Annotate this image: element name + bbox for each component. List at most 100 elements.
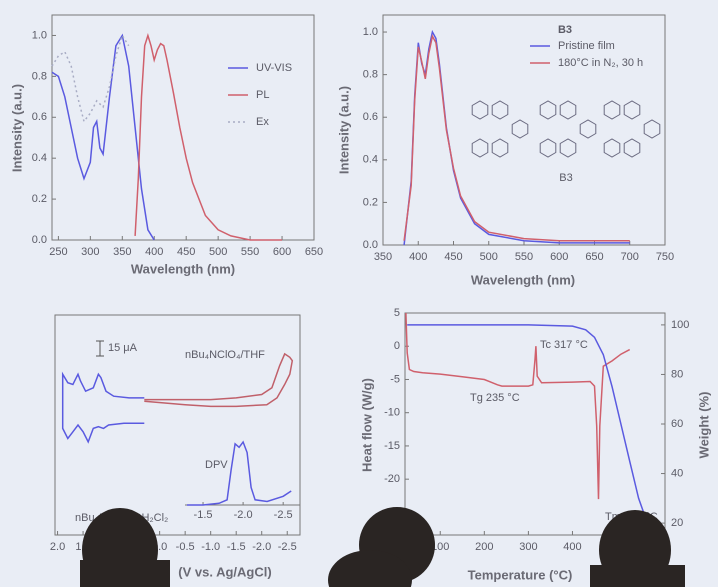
data-line xyxy=(407,324,649,524)
x-tick-label: 350 xyxy=(113,246,131,258)
x-tick-label: 500 xyxy=(480,251,498,263)
x-tick-label: 100 xyxy=(431,541,449,553)
ring xyxy=(603,100,621,120)
x-tick-label: 400 xyxy=(563,541,581,553)
scale-bar xyxy=(96,340,104,357)
annotation: DPV xyxy=(205,459,228,471)
ring xyxy=(471,138,489,158)
annotation: 15 μA xyxy=(108,342,138,354)
ring xyxy=(559,100,577,120)
legend-label: PL xyxy=(256,89,269,101)
y-tick-label: 5 xyxy=(394,307,400,319)
y-tick-label: 1.0 xyxy=(32,29,47,41)
x-tick-label: 200 xyxy=(475,541,493,553)
y2-tick-label: 20 xyxy=(671,517,683,529)
y-tick-label: 0.6 xyxy=(363,111,378,123)
y-tick-label: 0.6 xyxy=(32,111,47,123)
y-axis-label: Intensity (a.u.) xyxy=(9,84,24,172)
x-tick-label: -1.5 xyxy=(227,541,246,553)
x-tick-label: 650 xyxy=(585,251,603,263)
x-tick-label: -0.5 xyxy=(176,541,195,553)
x-tick-label: 400 xyxy=(409,251,427,263)
inset-tick-label: -1.5 xyxy=(194,509,213,521)
molecule xyxy=(471,100,661,158)
data-line xyxy=(405,312,631,500)
legend-title: B3 xyxy=(558,24,572,36)
x-tick-label: -2.0 xyxy=(252,541,271,553)
y2-axis-label: Weight (%) xyxy=(696,392,711,459)
x-tick-label: -2.5 xyxy=(278,541,297,553)
plot-frame xyxy=(51,14,315,241)
y2-tick-label: 100 xyxy=(671,319,689,331)
x-axis-label: Wavelength (nm) xyxy=(471,272,575,287)
ring xyxy=(579,119,597,139)
y-tick-label: 0.2 xyxy=(32,193,47,205)
y-tick-label: 0.8 xyxy=(363,69,378,81)
y-tick-label: 0.0 xyxy=(32,234,47,246)
y-axis-label: Heat flow (W/g) xyxy=(359,378,374,472)
ring xyxy=(539,100,557,120)
x-tick-label: 300 xyxy=(81,246,99,258)
x-tick-label: 350 xyxy=(374,251,392,263)
annotation: Tg 235 °C xyxy=(470,392,520,404)
x-tick-label: 300 xyxy=(519,541,537,553)
ring xyxy=(471,100,489,120)
y-tick-label: 0.4 xyxy=(363,154,378,166)
y-tick-label: 0.0 xyxy=(363,239,378,251)
x-tick-label: 700 xyxy=(621,251,639,263)
x-tick-label: 450 xyxy=(177,246,195,258)
x-tick-label: 550 xyxy=(241,246,259,258)
shoulders xyxy=(80,560,170,587)
plot-frame xyxy=(54,314,301,536)
y-tick-label: -15 xyxy=(384,440,400,452)
legend-label: 180°C in N₂, 30 h xyxy=(558,57,643,69)
y-tick-label: 0.4 xyxy=(32,152,47,164)
x-tick-label: 2.0 xyxy=(50,541,65,553)
x-tick-label: 750 xyxy=(656,251,674,263)
inset-tick-label: -2.0 xyxy=(234,509,253,521)
ring xyxy=(491,138,509,158)
y2-tick-label: 40 xyxy=(671,467,683,479)
legend-label: Ex xyxy=(256,116,269,128)
legend-label: Pristine film xyxy=(558,40,615,52)
ring xyxy=(511,119,529,139)
ring xyxy=(559,138,577,158)
x-axis-label: Wavelength (nm) xyxy=(131,261,235,276)
audience xyxy=(80,507,685,587)
molecule-label: B3 xyxy=(559,172,572,184)
y-axis-label: Intensity (a.u.) xyxy=(336,86,351,174)
data-line xyxy=(144,352,294,408)
legend-label: UV-VIS xyxy=(256,62,292,74)
y-tick-label: -20 xyxy=(384,473,400,485)
x-tick-label: -1.0 xyxy=(201,541,220,553)
x-tick-label: 500 xyxy=(209,246,227,258)
y-tick-label: 0 xyxy=(394,340,400,352)
ring xyxy=(539,138,557,158)
x-axis-label: Temperature (°C) xyxy=(468,567,573,582)
shoulders xyxy=(590,565,685,587)
data-line xyxy=(187,440,292,506)
y-tick-label: -5 xyxy=(390,373,400,385)
x-tick-label: 650 xyxy=(305,246,323,258)
x-tick-label: 250 xyxy=(49,246,67,258)
x-tick-label: 600 xyxy=(273,246,291,258)
x-tick-label: 550 xyxy=(515,251,533,263)
data-line xyxy=(134,32,282,241)
inset-tick-label: -2.5 xyxy=(274,509,293,521)
x-tick-label: 450 xyxy=(444,251,462,263)
y-tick-label: 0.2 xyxy=(363,196,378,208)
ring xyxy=(603,138,621,158)
y2-tick-label: 80 xyxy=(671,368,683,380)
y-tick-label: 0.8 xyxy=(32,70,47,82)
annotation: nBu₄NClO₄/THF xyxy=(185,349,265,361)
x-axis-label: (V vs. Ag/AgCl) xyxy=(178,564,271,579)
x-tick-label: 600 xyxy=(550,251,568,263)
ring xyxy=(623,138,641,158)
plots: 250 300 350 400 450 500 550 600 6500.00.20.40.60… xyxy=(9,14,711,582)
ring xyxy=(643,119,661,139)
y2-tick-label: 60 xyxy=(671,418,683,430)
y-tick-label: -10 xyxy=(384,407,400,419)
head xyxy=(328,550,412,587)
